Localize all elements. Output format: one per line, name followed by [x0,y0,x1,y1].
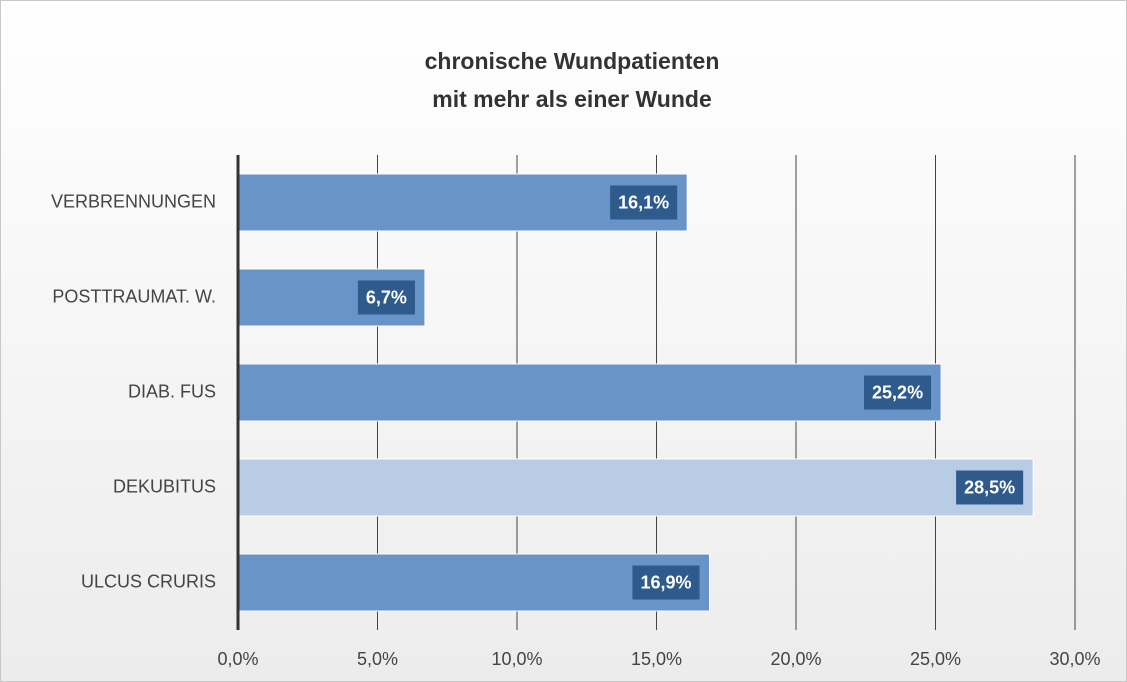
data-label-box [357,280,415,315]
data-label: 6,7% [366,287,407,307]
data-label: 25,2% [872,382,923,402]
data-label-box [864,375,932,410]
x-tick-label: 10,0% [491,649,542,669]
x-tick-label: 20,0% [770,649,821,669]
y-tick-label: DEKUBITUS [113,476,216,496]
y-tick-label: DIAB. FUS [128,381,216,401]
y-tick-label: ULCUS CRURIS [81,571,216,591]
bar [237,363,942,422]
data-label-box [956,470,1024,505]
data-label: 16,1% [618,192,669,212]
x-tick-label: 30,0% [1049,649,1100,669]
bar [237,553,711,612]
data-label-box [632,565,700,600]
y-tick-label: POSTTRAUMAT. W. [52,286,216,306]
bar [237,458,1034,517]
chart-title: mit mehr als einer Wunde [432,86,711,112]
chart-title: chronische Wundpatienten [425,48,720,74]
data-label: 28,5% [964,477,1015,497]
x-tick-label: 25,0% [910,649,961,669]
y-tick-label: VERBRENNUNGEN [51,191,216,211]
x-tick-label: 0,0% [217,649,258,669]
x-tick-label: 15,0% [631,649,682,669]
data-label: 16,9% [640,572,691,592]
x-tick-label: 5,0% [357,649,398,669]
data-label-box [610,185,678,220]
